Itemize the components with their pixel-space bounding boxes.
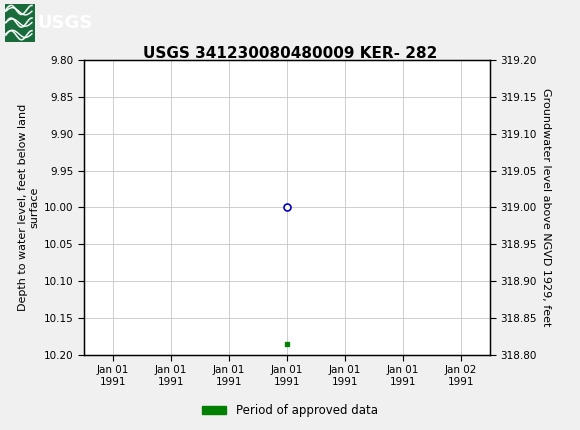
Y-axis label: Depth to water level, feet below land
surface: Depth to water level, feet below land su… — [18, 104, 40, 311]
Text: USGS: USGS — [38, 14, 93, 31]
Y-axis label: Groundwater level above NGVD 1929, feet: Groundwater level above NGVD 1929, feet — [541, 88, 551, 327]
Bar — [5, 3, 35, 42]
Legend: Period of approved data: Period of approved data — [198, 399, 382, 422]
Text: USGS 341230080480009 KER- 282: USGS 341230080480009 KER- 282 — [143, 46, 437, 61]
